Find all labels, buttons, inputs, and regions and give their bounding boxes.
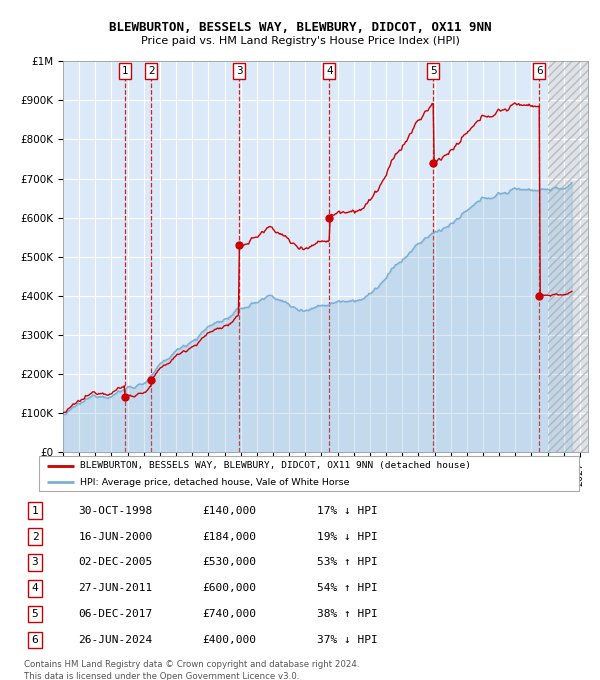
Text: £184,000: £184,000 [202,532,256,541]
Text: HPI: Average price, detached house, Vale of White Horse: HPI: Average price, detached house, Vale… [79,477,349,487]
Text: Price paid vs. HM Land Registry's House Price Index (HPI): Price paid vs. HM Land Registry's House … [140,36,460,46]
Text: 26-JUN-2024: 26-JUN-2024 [78,635,152,645]
Text: 5: 5 [32,609,38,619]
Text: 06-DEC-2017: 06-DEC-2017 [78,609,152,619]
Text: 16-JUN-2000: 16-JUN-2000 [78,532,152,541]
Text: 1: 1 [122,66,128,76]
Bar [548,61,588,452]
Text: 6: 6 [536,66,542,76]
Text: 4: 4 [32,583,38,593]
Text: £530,000: £530,000 [202,558,256,567]
Text: 2: 2 [148,66,155,76]
Text: 3: 3 [32,558,38,567]
Text: BLEWBURTON, BESSELS WAY, BLEWBURY, DIDCOT, OX11 9NN: BLEWBURTON, BESSELS WAY, BLEWBURY, DIDCO… [109,20,491,34]
Text: BLEWBURTON, BESSELS WAY, BLEWBURY, DIDCOT, OX11 9NN (detached house): BLEWBURTON, BESSELS WAY, BLEWBURY, DIDCO… [79,461,470,470]
Text: 37% ↓ HPI: 37% ↓ HPI [317,635,378,645]
Text: 27-JUN-2011: 27-JUN-2011 [78,583,152,593]
Text: 30-OCT-1998: 30-OCT-1998 [78,506,152,515]
Text: £140,000: £140,000 [202,506,256,515]
Text: This data is licensed under the Open Government Licence v3.0.: This data is licensed under the Open Gov… [24,672,299,680]
Text: 4: 4 [326,66,332,76]
Text: Contains HM Land Registry data © Crown copyright and database right 2024.: Contains HM Land Registry data © Crown c… [24,660,359,669]
Text: 1: 1 [32,506,38,515]
Text: 54% ↑ HPI: 54% ↑ HPI [317,583,378,593]
Text: 19% ↓ HPI: 19% ↓ HPI [317,532,378,541]
Text: £600,000: £600,000 [202,583,256,593]
Text: 6: 6 [32,635,38,645]
Text: 02-DEC-2005: 02-DEC-2005 [78,558,152,567]
FancyBboxPatch shape [39,456,579,491]
Text: £740,000: £740,000 [202,609,256,619]
Text: 53% ↑ HPI: 53% ↑ HPI [317,558,378,567]
Text: 38% ↑ HPI: 38% ↑ HPI [317,609,378,619]
Text: 17% ↓ HPI: 17% ↓ HPI [317,506,378,515]
Text: £400,000: £400,000 [202,635,256,645]
Text: 3: 3 [236,66,243,76]
Text: 2: 2 [32,532,38,541]
Text: 5: 5 [430,66,437,76]
